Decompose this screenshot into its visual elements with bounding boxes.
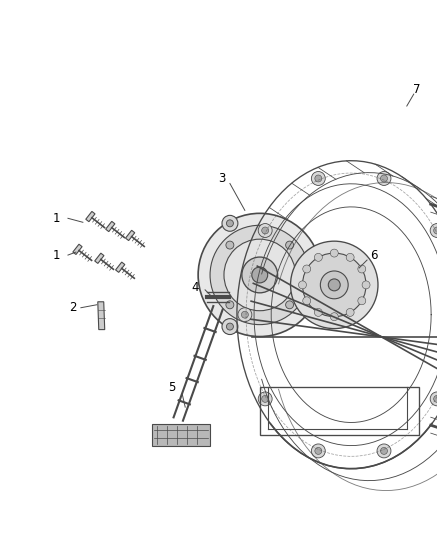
Polygon shape [116,262,125,272]
Circle shape [286,241,293,249]
Text: 1: 1 [52,212,60,225]
Circle shape [316,271,323,278]
Circle shape [381,447,388,455]
Circle shape [258,392,272,406]
Polygon shape [126,230,135,240]
Circle shape [242,257,278,293]
Circle shape [222,215,238,231]
Circle shape [315,175,322,182]
Circle shape [434,227,438,234]
Circle shape [314,253,322,261]
Polygon shape [86,212,95,222]
Circle shape [224,239,296,311]
Circle shape [226,323,233,330]
Circle shape [320,271,348,299]
Circle shape [358,265,366,273]
Text: 2: 2 [69,301,77,314]
Circle shape [258,223,272,238]
Circle shape [238,308,252,321]
Circle shape [198,213,321,336]
Polygon shape [106,221,115,232]
Circle shape [226,301,234,309]
Polygon shape [98,302,105,329]
Circle shape [261,395,268,402]
Text: 5: 5 [169,381,176,394]
Circle shape [303,253,366,317]
Circle shape [298,281,307,289]
Circle shape [311,172,325,185]
Circle shape [434,395,438,402]
Circle shape [261,227,268,234]
Bar [260,387,419,435]
Circle shape [346,253,354,261]
Text: 1: 1 [52,248,60,262]
Text: 4: 4 [191,281,199,294]
Circle shape [358,297,366,305]
Circle shape [315,447,322,455]
Polygon shape [95,253,104,263]
Circle shape [303,265,311,273]
Circle shape [290,241,378,329]
Circle shape [286,301,293,309]
Polygon shape [73,244,82,254]
Circle shape [328,279,340,291]
Circle shape [377,444,391,458]
Circle shape [330,249,338,257]
Circle shape [430,392,438,406]
Circle shape [226,241,234,249]
Circle shape [346,309,354,317]
Circle shape [241,311,248,318]
Circle shape [314,309,322,317]
Circle shape [222,319,238,335]
Text: 6: 6 [370,248,378,262]
Circle shape [311,444,325,458]
Circle shape [226,220,233,227]
Circle shape [381,175,388,182]
Circle shape [210,225,309,325]
Bar [152,424,210,446]
Circle shape [430,223,438,238]
Circle shape [362,281,370,289]
Circle shape [311,267,327,283]
Text: 7: 7 [413,83,420,95]
Circle shape [303,297,311,305]
Text: 3: 3 [218,172,226,185]
Circle shape [330,313,338,321]
Circle shape [252,267,268,283]
Circle shape [377,172,391,185]
